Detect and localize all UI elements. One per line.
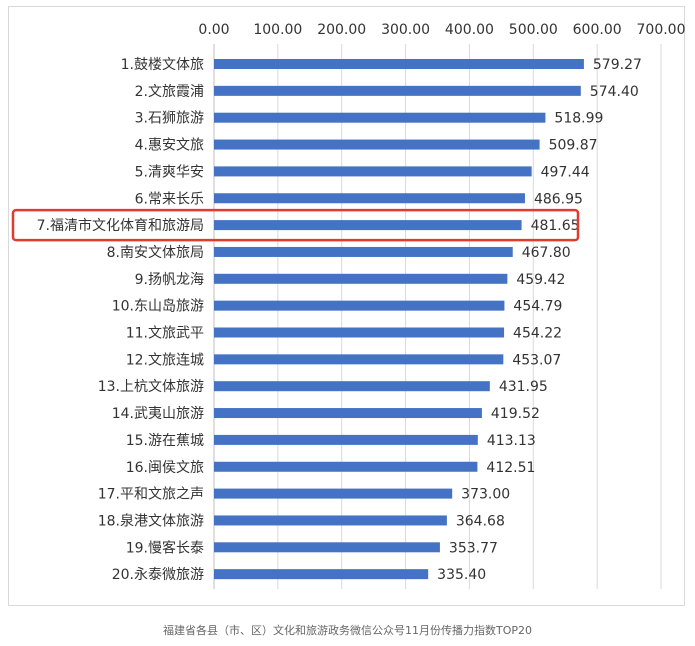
data-label: 574.40 <box>590 84 639 100</box>
chart-frame: 0.00 100.00 200.00 300.00 400.00 500.00 600.00… <box>8 6 686 606</box>
x-tick-label: 300.00 <box>381 22 430 38</box>
data-label: 431.95 <box>499 379 548 395</box>
category-label: 17.平和文旅之声 <box>98 487 204 503</box>
category-label: 14.武夷山旅游 <box>112 406 204 422</box>
category-label: 19.慢客长泰 <box>126 539 204 556</box>
data-label: 413.13 <box>487 433 536 449</box>
data-label: 412.51 <box>486 460 535 476</box>
x-tick-label: 0.00 <box>198 22 229 38</box>
bar <box>214 515 447 526</box>
bar <box>214 381 490 392</box>
bar <box>214 85 581 96</box>
bar <box>214 354 504 365</box>
category-label: 4.惠安文旅 <box>135 138 204 154</box>
data-label: 353.77 <box>449 540 498 556</box>
category-label: 8.南安文体旅局 <box>107 245 204 261</box>
data-label: 486.95 <box>534 191 583 207</box>
category-label: 9.扬帆龙海 <box>135 272 204 288</box>
bar <box>214 327 505 338</box>
bar <box>214 434 478 445</box>
bar <box>214 166 532 177</box>
category-label: 6.常来长乐 <box>135 191 204 207</box>
bar <box>214 569 429 580</box>
data-label: 481.65 <box>531 218 580 234</box>
data-label: 579.27 <box>593 57 642 73</box>
category-label: 12.文旅连城 <box>126 352 204 368</box>
bar <box>214 139 540 150</box>
category-label: 11.文旅武平 <box>126 326 204 342</box>
bar <box>214 273 508 284</box>
category-label: 5.清爽华安 <box>135 164 204 180</box>
bar <box>214 246 513 257</box>
bar <box>214 112 546 123</box>
data-label: 454.22 <box>513 326 562 342</box>
data-label: 335.40 <box>437 567 486 583</box>
bar <box>214 300 505 311</box>
data-label: 453.07 <box>512 352 561 368</box>
data-label: 459.42 <box>516 272 565 288</box>
category-label: 10.东山岛旅游 <box>112 299 204 315</box>
category-label: 15.游在蕉城 <box>126 433 204 449</box>
x-tick-label: 600.00 <box>573 22 622 38</box>
x-tick-label: 400.00 <box>445 22 494 38</box>
bar <box>214 408 482 419</box>
category-label: 2.文旅霞浦 <box>135 84 204 100</box>
chart-caption: 福建省各县（市、区）文化和旅游政务微信公众号11月份传播力指数TOP20 <box>162 624 532 637</box>
x-tick-label: 100.00 <box>253 22 302 38</box>
category-label: 16.闽侯文旅 <box>126 460 204 476</box>
data-label: 497.44 <box>541 164 590 180</box>
data-label: 364.68 <box>456 513 505 529</box>
bar <box>214 59 584 69</box>
bar <box>214 193 525 204</box>
data-label: 419.52 <box>491 406 540 422</box>
category-label: 3.石狮旅游 <box>135 111 204 127</box>
data-label: 467.80 <box>522 245 571 261</box>
bar <box>214 542 440 553</box>
category-label: 7.福清市文化体育和旅游局 <box>37 217 204 234</box>
category-label: 18.泉港文体旅游 <box>98 512 204 529</box>
bar <box>214 220 522 231</box>
data-label: 518.99 <box>554 111 603 127</box>
x-tick-label: 200.00 <box>317 22 366 38</box>
data-label: 373.00 <box>461 487 510 503</box>
x-tick-label: 500.00 <box>509 22 558 38</box>
x-tick-label: 700.00 <box>637 22 686 38</box>
bar <box>214 488 453 499</box>
data-label: 509.87 <box>549 138 598 154</box>
bar <box>214 461 478 472</box>
category-label: 1.鼓楼文体旅 <box>121 57 204 73</box>
category-label: 13.上杭文体旅游 <box>98 379 204 395</box>
bar-chart: 0.00 100.00 200.00 300.00 400.00 500.00 600.00… <box>11 22 686 589</box>
data-label: 454.79 <box>513 299 562 315</box>
category-label: 20.永泰微旅游 <box>112 567 204 583</box>
highlight-box <box>11 208 580 242</box>
